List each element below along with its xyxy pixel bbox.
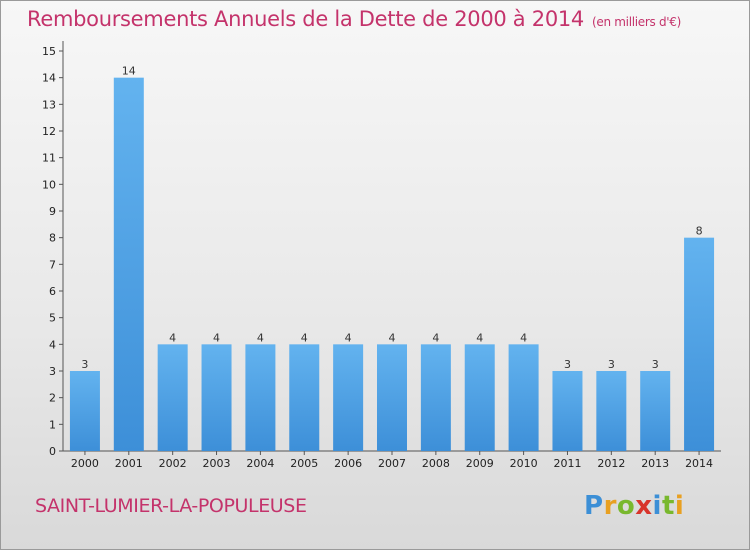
x-tick-label: 2001 <box>115 457 143 470</box>
data-label: 4 <box>520 331 527 344</box>
data-label: 3 <box>81 358 88 371</box>
x-tick-label: 2010 <box>510 457 538 470</box>
logo-letter: x <box>635 491 653 521</box>
data-label: 4 <box>476 331 483 344</box>
bar-2014 <box>684 237 715 451</box>
bar-2008 <box>420 344 451 451</box>
logo-letter: o <box>616 491 636 521</box>
bar-2002 <box>157 344 188 451</box>
commune-name: SAINT-LUMIER-LA-POPULEUSE <box>35 495 307 517</box>
logo-letter: t <box>661 491 675 521</box>
y-tick-label: 15 <box>42 45 56 58</box>
data-label: 4 <box>213 331 220 344</box>
data-label: 8 <box>696 225 703 238</box>
x-tick-label: 2004 <box>246 457 274 470</box>
data-label: 4 <box>345 331 352 344</box>
chart-title-text: Remboursements Annuels de la Dette de 20… <box>27 7 584 31</box>
bar-2012 <box>596 371 627 451</box>
bar-2011 <box>552 371 583 451</box>
y-tick-label: 8 <box>49 232 56 245</box>
y-tick-label: 12 <box>42 125 56 138</box>
bar-2003 <box>201 344 232 451</box>
x-tick-label: 2014 <box>685 457 713 470</box>
data-label: 4 <box>169 331 176 344</box>
data-label: 3 <box>608 358 615 371</box>
bar-2010 <box>508 344 539 451</box>
x-tick-label: 2013 <box>641 457 669 470</box>
y-tick-label: 10 <box>42 178 56 191</box>
logo-letter: i <box>674 491 685 521</box>
y-tick-label: 14 <box>42 72 56 85</box>
y-tick-label: 6 <box>49 285 56 298</box>
x-tick-label: 2011 <box>553 457 581 470</box>
y-tick-label: 1 <box>49 418 56 431</box>
bar-2013 <box>640 371 671 451</box>
logo-letter: P <box>584 491 604 521</box>
y-tick-label: 3 <box>49 365 56 378</box>
chart-subtitle: (en milliers d'€) <box>592 15 682 29</box>
chart-title: Remboursements Annuels de la Dette de 20… <box>27 7 681 31</box>
y-tick-label: 13 <box>42 98 56 111</box>
data-label: 14 <box>122 65 136 78</box>
x-tick-label: 2008 <box>422 457 450 470</box>
y-tick-label: 11 <box>42 152 56 165</box>
y-tick-label: 4 <box>49 338 56 351</box>
proxiti-logo: Proxiti <box>584 491 684 521</box>
x-tick-label: 2002 <box>159 457 187 470</box>
x-tick-label: 2006 <box>334 457 362 470</box>
logo-letter: r <box>603 491 617 521</box>
bar-2009 <box>464 344 495 451</box>
bar-2005 <box>289 344 320 451</box>
y-tick-label: 5 <box>49 312 56 325</box>
x-tick-label: 2000 <box>71 457 99 470</box>
bar-2001 <box>113 77 144 452</box>
bar-2000 <box>69 371 100 451</box>
data-label: 4 <box>432 331 439 344</box>
bar-2007 <box>377 344 407 451</box>
x-tick-label: 2003 <box>203 457 231 470</box>
y-tick-label: 2 <box>49 392 56 405</box>
data-label: 4 <box>257 331 264 344</box>
bar-2004 <box>245 344 276 451</box>
data-label: 4 <box>389 331 396 344</box>
logo-letter: i <box>652 491 662 521</box>
x-tick-label: 2012 <box>597 457 625 470</box>
x-tick-label: 2009 <box>466 457 494 470</box>
x-tick-label: 2007 <box>378 457 406 470</box>
y-tick-label: 7 <box>49 258 56 271</box>
x-tick-label: 2005 <box>290 457 318 470</box>
y-tick-label: 9 <box>49 205 56 218</box>
data-label: 3 <box>564 358 571 371</box>
data-label: 4 <box>301 331 308 344</box>
y-tick-label: 0 <box>49 445 56 458</box>
data-label: 3 <box>652 358 659 371</box>
bar-2006 <box>333 344 364 451</box>
